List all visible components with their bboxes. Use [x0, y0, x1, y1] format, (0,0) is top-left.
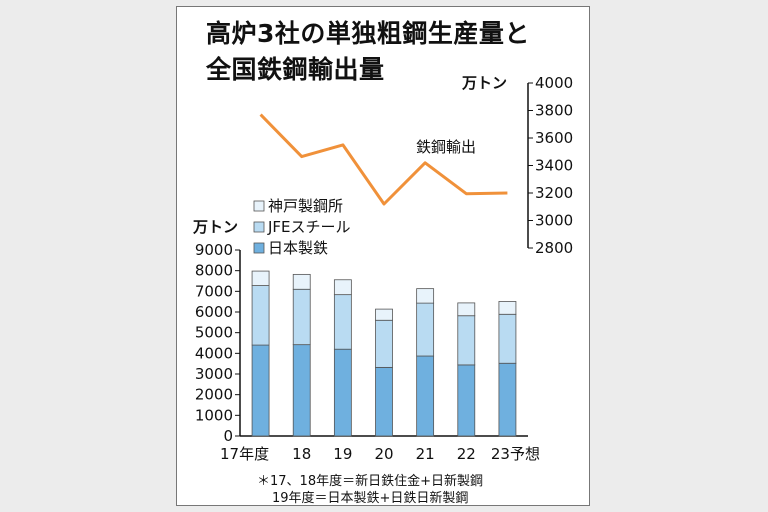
bar-segment	[251, 270, 270, 286]
line-y-tick-label: 3400	[535, 157, 573, 175]
bar-y-tick-label: 2000	[195, 386, 233, 404]
bar-x-tick-label: 19	[333, 445, 352, 463]
bar-segment	[333, 279, 352, 296]
bar-segment	[498, 313, 517, 364]
bar-segment	[498, 362, 517, 437]
bar-x-tick-label: 17年度	[220, 445, 269, 463]
bar-y-tick-label: 5000	[195, 324, 233, 342]
bar-y-tick-label: 6000	[195, 303, 233, 321]
line-y-tick-label: 3800	[535, 102, 573, 120]
bar-y-tick-label: 3000	[195, 365, 233, 383]
footnote-1: ＊17、18年度＝新日鉄住金+日新製鋼	[257, 474, 483, 489]
bar-y-tick-label: 1000	[195, 406, 233, 424]
bar-segment	[292, 344, 311, 437]
bar-segment	[375, 319, 393, 368]
bar-segment	[416, 355, 435, 437]
bar-segment	[375, 308, 393, 321]
bar-segment	[292, 288, 311, 346]
bar-y-tick-label: 9000	[195, 241, 233, 259]
bar-segment	[375, 366, 393, 437]
chart-title-line2: 全国鉄鋼輸出量	[206, 55, 385, 84]
line-y-tick-label: 3600	[535, 129, 573, 147]
bar-x-tick-label: 23予想	[491, 445, 540, 463]
legend-swatch	[253, 221, 265, 233]
bar-x-tick-label: 20	[374, 445, 393, 463]
chart-title-line1: 高炉3社の単独粗鋼生産量と	[206, 19, 530, 48]
bar-x-tick-label: 21	[416, 445, 435, 463]
line-y-tick-label: 4000	[535, 74, 573, 92]
bar-segment	[457, 364, 476, 437]
bar-segment	[457, 302, 476, 317]
line-unit-label: 万トン	[461, 74, 507, 92]
line-y-tick-label: 3000	[535, 212, 573, 230]
legend-swatch	[253, 200, 265, 212]
line-y-tick-label: 2800	[535, 239, 573, 257]
bar-segment	[498, 301, 517, 315]
export-series-label: 鉄鋼輸出	[416, 138, 476, 156]
bar-y-tick-label: 4000	[195, 344, 233, 362]
bar-segment	[457, 315, 476, 366]
legend-label: JFEスチール	[267, 218, 351, 236]
bar-x-tick-label: 22	[457, 445, 476, 463]
bar-segment	[416, 288, 435, 304]
legend-label: 神戸製鋼所	[268, 197, 343, 215]
bar-segment	[251, 344, 270, 437]
export-series-line	[259, 113, 508, 206]
legend-swatch	[253, 242, 265, 254]
bar-segment	[333, 348, 352, 437]
bar-y-tick-label: 0	[223, 427, 233, 445]
bar-unit-label: 万トン	[192, 218, 238, 236]
bar-segment	[292, 273, 311, 290]
line-y-tick-label: 3200	[535, 184, 573, 202]
footnote-2: 19年度＝日本製鉄+日鉄日新製鋼	[272, 491, 469, 506]
bar-segment	[251, 285, 270, 346]
bar-segment	[416, 302, 435, 357]
bar-x-tick-label: 18	[292, 445, 311, 463]
legend-label: 日本製鉄	[268, 239, 328, 257]
bar-y-tick-label: 7000	[195, 282, 233, 300]
bar-segment	[333, 294, 352, 350]
bar-y-tick-label: 8000	[195, 262, 233, 280]
